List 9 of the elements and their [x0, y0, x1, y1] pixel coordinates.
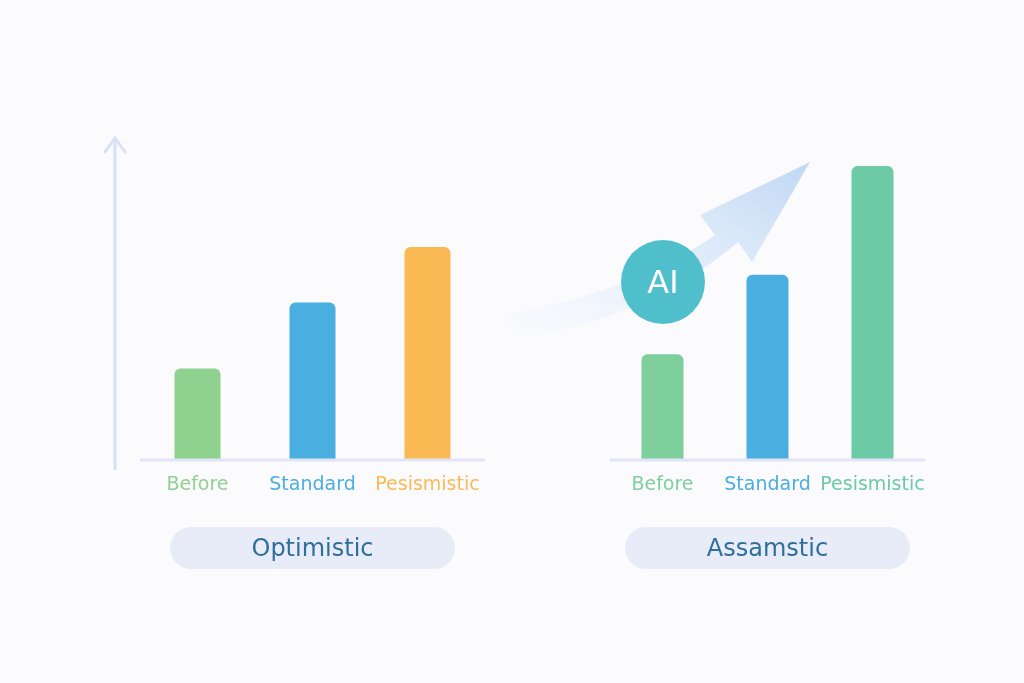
x-axis-title: Assamstic — [625, 527, 910, 569]
x-tick-label: Standard — [269, 472, 356, 494]
circle-badge: AI — [621, 240, 705, 324]
x-tick-label: Standard — [724, 472, 811, 494]
x-axis-title: Optimistic — [170, 527, 455, 569]
x-tick-label: Pesismistic — [820, 472, 925, 494]
x-tick-label: Pesismistic — [375, 472, 480, 494]
x-tick-label: Before — [631, 472, 694, 494]
x-tick-label: Before — [166, 472, 229, 494]
